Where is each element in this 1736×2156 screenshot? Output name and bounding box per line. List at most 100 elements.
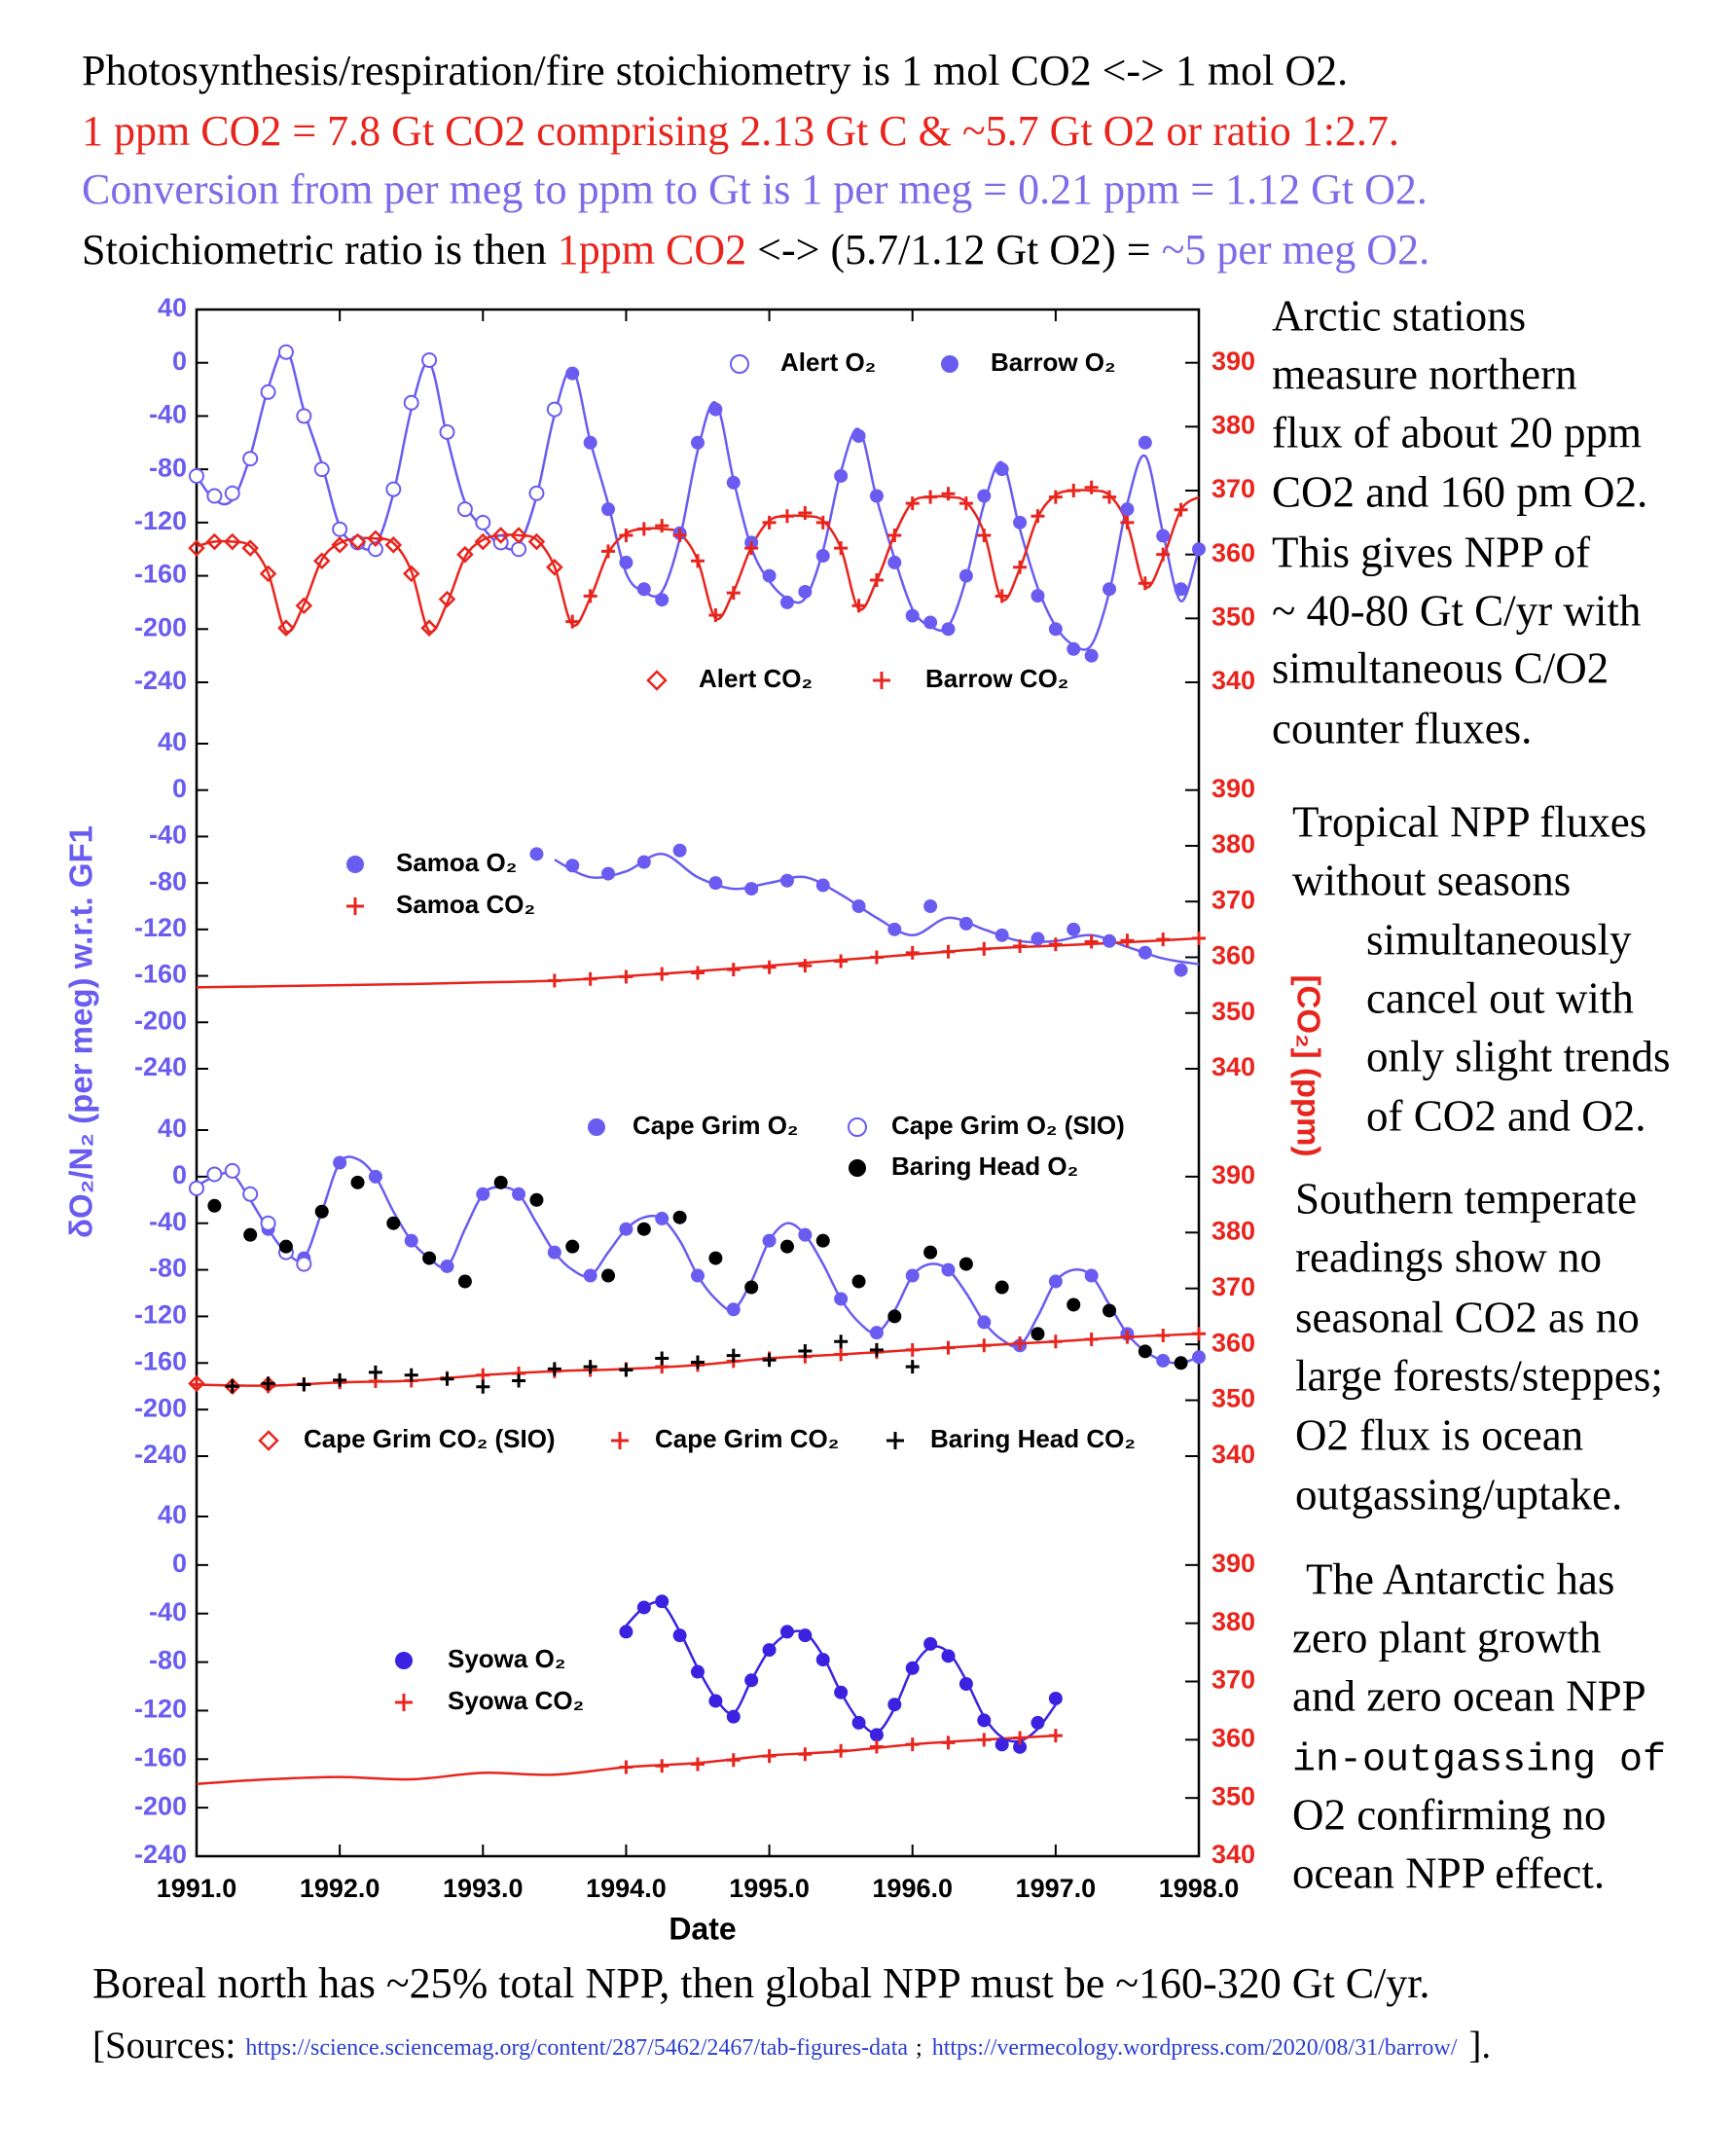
- data-point: [691, 554, 705, 568]
- data-point: [726, 1302, 741, 1317]
- data-point: [834, 1292, 849, 1306]
- data-point: [726, 1709, 741, 1724]
- data-point: [672, 1628, 687, 1643]
- data-point: [869, 950, 884, 965]
- data-point: [995, 1280, 1009, 1295]
- legend-label: Cape Grim CO₂ (SIO): [304, 1424, 556, 1453]
- data-point: [905, 1342, 920, 1357]
- data-point: [1084, 934, 1099, 949]
- side-note-line: measure northern: [1272, 349, 1577, 398]
- data-point: [1156, 547, 1171, 562]
- data-point: [368, 1169, 382, 1184]
- header-segment: 1 ppm CO2 = 7.8 Gt CO2 comprising 2.13 G…: [82, 107, 1399, 155]
- data-point: [1156, 529, 1171, 543]
- data-point: [331, 536, 348, 554]
- data-point: [815, 515, 830, 530]
- data-point: [762, 568, 777, 583]
- data-point: [977, 1713, 992, 1728]
- side-note-line: flux of about 20 ppm: [1272, 408, 1642, 457]
- data-point: [905, 608, 920, 623]
- data-point: [708, 608, 723, 623]
- y2-tick-label: 350: [1212, 997, 1255, 1026]
- data-point: [333, 1372, 347, 1387]
- data-point: [546, 401, 562, 418]
- data-point: [261, 1376, 275, 1391]
- header-segment: <-> (5.7/1.12 Gt O2) =: [746, 226, 1161, 274]
- data-point: [1103, 933, 1117, 948]
- data-point: [386, 1216, 401, 1230]
- data-point: [958, 916, 973, 931]
- data-point: [1067, 1297, 1081, 1312]
- data-point: [1067, 922, 1081, 936]
- data-point: [1048, 490, 1063, 504]
- y-tick-label: 0: [172, 1549, 187, 1578]
- legend-marker: [588, 1118, 605, 1136]
- y-tick-label: -80: [149, 1254, 187, 1283]
- data-point: [941, 1262, 956, 1277]
- data-point: [225, 1379, 239, 1394]
- data-point: [923, 1636, 938, 1651]
- y-tick-label: -120: [134, 506, 187, 535]
- side-note-line: in-outgassing of: [1292, 1739, 1666, 1783]
- y2-tick-label: 380: [1212, 1216, 1255, 1245]
- header-segment: Stoichiometric ratio is then: [82, 226, 558, 274]
- data-point: [547, 973, 561, 988]
- y2-tick-label: 370: [1212, 1665, 1255, 1695]
- y-tick-label: 0: [172, 1160, 187, 1189]
- data-point: [762, 960, 777, 974]
- legend-label: Barrow O₂: [991, 347, 1116, 377]
- data-point: [691, 1664, 705, 1679]
- data-point: [887, 1698, 902, 1712]
- data-point: [438, 590, 456, 608]
- legend-marker: [941, 355, 958, 373]
- data-point: [762, 1643, 777, 1658]
- data-point: [1120, 502, 1135, 517]
- data-point: [636, 522, 651, 536]
- header-line: Conversion from per meg to ppm to Gt is …: [82, 165, 1428, 213]
- y2-tick-label: 340: [1212, 1440, 1255, 1469]
- data-point: [619, 1760, 633, 1774]
- data-point: [905, 1661, 920, 1675]
- y2-tick-label: 390: [1212, 347, 1255, 376]
- data-point: [404, 1368, 418, 1382]
- side-note-line: Tropical NPP fluxes: [1292, 797, 1646, 846]
- data-point: [691, 1268, 705, 1283]
- data-point: [350, 1175, 365, 1189]
- data-point: [798, 1227, 813, 1242]
- side-note-line: large forests/steppes;: [1295, 1351, 1663, 1400]
- legend-marker: [258, 1430, 279, 1451]
- y-tick-label: -240: [134, 666, 187, 695]
- data-point: [474, 532, 492, 551]
- data-point: [958, 1257, 973, 1271]
- header-segment: ~5 per meg O2.: [1162, 226, 1430, 274]
- source-link[interactable]: https://science.sciencemag.org/content/2…: [245, 2035, 908, 2061]
- data-point: [583, 435, 597, 450]
- data-point: [851, 428, 866, 443]
- data-point: [439, 423, 455, 440]
- data-point: [368, 1365, 382, 1379]
- data-point: [1174, 582, 1188, 597]
- y-tick-label: -160: [134, 1742, 187, 1772]
- legend-label: Alert O₂: [780, 347, 876, 377]
- y2-tick-label: 380: [1212, 410, 1255, 439]
- source-link[interactable]: https://vermecology.wordpress.com/2020/0…: [932, 2035, 1458, 2061]
- data-point: [188, 539, 205, 557]
- y2-tick-label: 360: [1212, 538, 1255, 567]
- data-point: [348, 532, 367, 551]
- data-point: [224, 532, 241, 551]
- y-tick-label: -240: [134, 1052, 187, 1081]
- legend-label: Cape Grim CO₂: [655, 1424, 839, 1453]
- x-tick-label: 1997.0: [1016, 1874, 1097, 1903]
- data-point: [619, 1222, 633, 1236]
- data-point: [762, 1353, 777, 1368]
- side-note-line: O2 flux is ocean: [1295, 1410, 1583, 1459]
- data-point: [726, 963, 741, 977]
- data-point: [385, 481, 402, 497]
- data-point: [242, 1186, 259, 1202]
- data-point: [1192, 1327, 1206, 1341]
- data-point: [277, 344, 294, 360]
- data-point: [977, 1338, 992, 1353]
- sources: [Sources: https://science.sciencemag.org/…: [92, 2025, 1491, 2066]
- side-note-line: O2 confirming no: [1292, 1790, 1606, 1839]
- data-point: [404, 1233, 418, 1248]
